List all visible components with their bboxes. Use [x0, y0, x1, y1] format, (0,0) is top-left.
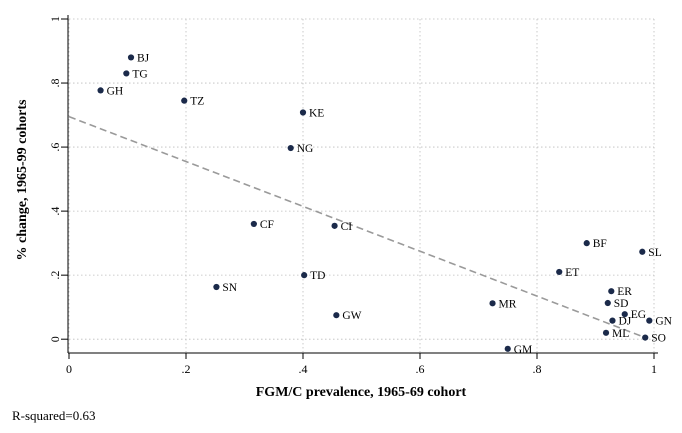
- data-point-gw: [333, 312, 340, 319]
- point-label-mr: MR: [499, 298, 517, 310]
- data-point-ng: [287, 144, 294, 152]
- x-tick-label: .8: [533, 362, 542, 376]
- data-point-ml: [602, 329, 610, 336]
- x-tick-label: .4: [299, 362, 308, 376]
- data-point-tz: [181, 97, 188, 104]
- point-label-ml: ML: [612, 328, 629, 340]
- point-label-ke: KE: [309, 107, 324, 119]
- x-tick-label: .6: [416, 362, 425, 376]
- point-label-td: TD: [310, 270, 325, 282]
- data-point-gn: [646, 317, 653, 324]
- point-label-dj: DJ: [618, 316, 631, 328]
- y-tick-label: .8: [48, 79, 62, 88]
- data-points: BJ TG GH TZ KE NG CF CI TD SN GW MR GM ET BF SL ERSDEGDJ…: [97, 52, 673, 356]
- point-label-sn: SN: [222, 282, 237, 294]
- data-point-ke: [299, 109, 307, 116]
- point-label-cf: CF: [260, 219, 274, 231]
- data-point-td: [301, 272, 308, 279]
- point-label-sl: SL: [648, 247, 661, 259]
- data-point-er: [608, 288, 615, 295]
- x-axis-title: FGM/C prevalence, 1965-69 cohort: [256, 385, 467, 400]
- point-label-tg: TG: [132, 68, 147, 80]
- y-axis-title: % change, 1965-99 cohorts: [15, 99, 30, 261]
- y-tick-label: .2: [48, 271, 62, 280]
- data-point-sl: [639, 248, 646, 255]
- y-tick-label: 1: [48, 16, 62, 22]
- point-label-eg: EG: [631, 309, 646, 321]
- point-label-bf: BF: [593, 238, 607, 250]
- data-point-sd: [604, 299, 611, 307]
- x-tick-label: 1: [651, 362, 657, 376]
- y-axis: 0 .2 .4 .6 .8 1: [48, 15, 69, 353]
- point-label-bj: BJ: [137, 52, 150, 64]
- data-point-dj: [609, 317, 616, 324]
- data-point-tg: [123, 70, 130, 77]
- point-label-so: SO: [651, 333, 666, 345]
- point-label-ng: NG: [297, 143, 314, 155]
- data-point-cf: [250, 220, 257, 228]
- y-tick-label: .6: [48, 143, 62, 152]
- point-label-et: ET: [565, 267, 579, 279]
- data-point-eg: [621, 311, 628, 318]
- point-label-sd: SD: [614, 298, 629, 310]
- x-tick-label: .2: [182, 362, 191, 376]
- data-point-mr: [489, 300, 496, 307]
- point-label-gh: GH: [107, 85, 124, 97]
- x-axis: 0 .2 .4 .6 .8 1: [66, 352, 658, 376]
- point-label-gw: GW: [342, 310, 361, 322]
- data-point-ci: [331, 222, 338, 229]
- data-point-sn: [213, 283, 220, 291]
- data-point-bj: [127, 54, 135, 61]
- fitted-line: [68, 115, 646, 339]
- y-tick-label: .4: [48, 207, 62, 216]
- r-squared-note: R-squared=0.63: [12, 408, 96, 423]
- point-label-gn: GN: [655, 316, 672, 328]
- y-tick-label: 0: [48, 336, 62, 342]
- point-label-er: ER: [617, 286, 632, 298]
- point-label-tz: TZ: [190, 96, 204, 108]
- data-point-gh: [97, 87, 104, 94]
- point-label-ci: CI: [341, 221, 353, 233]
- data-point-gm: [504, 345, 511, 352]
- scatter-chart: 0 .2 .4 .6 .8 1 0 .2 .4 .6 .8 1 BJ TG GH TZ KE NG CF CI TD…: [15, 15, 673, 400]
- data-point-et: [556, 268, 563, 276]
- data-point-bf: [583, 240, 590, 247]
- x-tick-label: 0: [66, 362, 72, 376]
- fit-line-group: [68, 115, 646, 339]
- data-point-so: [642, 334, 649, 341]
- grid-lines: [68, 18, 655, 352]
- point-label-gm: GM: [514, 344, 533, 356]
